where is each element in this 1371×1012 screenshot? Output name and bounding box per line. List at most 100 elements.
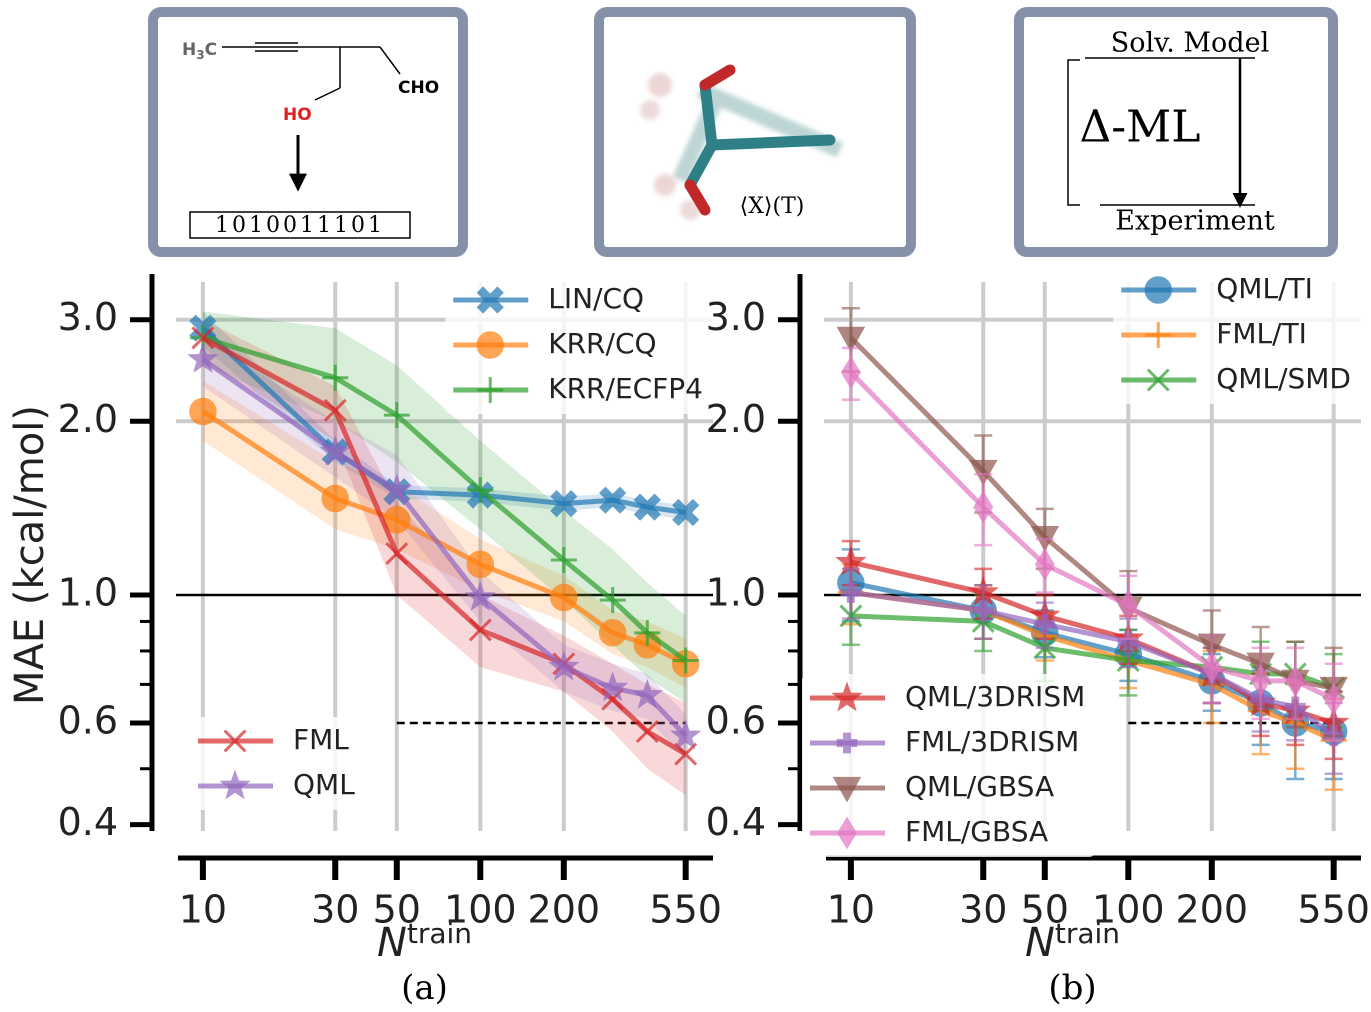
middle-label: Δ-ML: [1080, 102, 1201, 153]
legend-label: FML/GBSA: [905, 815, 1048, 848]
x-tick-label: 100: [444, 888, 517, 932]
data-point: [634, 619, 661, 646]
x-tick-label: 550: [649, 888, 722, 932]
legend-label: KRR/ECFP4: [548, 372, 703, 405]
data-point: [1034, 547, 1055, 581]
y-tick-label: 3.0: [58, 295, 118, 339]
legend-marker: [1145, 322, 1172, 348]
legend-label: QML/TI: [1216, 272, 1313, 305]
x-axis-label: Ntrain: [377, 917, 472, 966]
chart-panel: 0.40.61.02.03.010 30 50 100 200 550Ntrain(a)M…: [7, 274, 722, 1008]
inset-ensemble: ⟨X⟩(T): [594, 7, 916, 257]
data-point: [319, 435, 351, 466]
x-label-main: N: [1025, 920, 1055, 966]
data-point: [322, 364, 349, 391]
x-label-sup: train: [1055, 917, 1120, 950]
data-point: [468, 618, 492, 642]
y-tick-label: 0.6: [706, 699, 766, 743]
data-point: [1285, 664, 1306, 698]
charts: 0.40.61.02.03.010 30 50 100 200 550Ntrain(a)M…: [7, 266, 1370, 1008]
data-point: [669, 719, 702, 750]
inset-fingerprint: H3C CHO HO 1010011101: [148, 7, 468, 257]
ensemble-label: ⟨X⟩(T): [740, 194, 805, 219]
bracket: [1067, 57, 1255, 206]
legend: QML/TI FML/TI QML/SMD: [1113, 266, 1361, 404]
y-tick-label: 1.0: [58, 571, 118, 615]
legend-marker: [476, 286, 504, 314]
data-point: [598, 619, 627, 647]
data-point: [672, 647, 699, 674]
data-point: [631, 678, 664, 709]
x-label-sup: train: [407, 917, 472, 950]
chart-panel: 0.40.61.02.03.010 30 50 100 200 550Ntrain(b)Q…: [706, 266, 1370, 1008]
legend-marker: [223, 729, 247, 753]
bits-box: [189, 211, 411, 239]
data-point: [1323, 682, 1344, 716]
data-point: [191, 326, 215, 350]
x-label-main: N: [377, 920, 407, 966]
legend-marker: [1144, 276, 1173, 304]
legend-marker: [476, 331, 504, 359]
data-point: [467, 477, 494, 504]
y-tick-label: 3.0: [706, 295, 766, 339]
legend-marker: [219, 769, 251, 800]
uncertainty-band: [202, 311, 686, 703]
y-tick-label: 2.0: [706, 397, 766, 441]
data-point: [1118, 588, 1139, 622]
x-tick-label: 100: [1092, 888, 1165, 932]
data-point: [672, 498, 700, 527]
legend-label: QML/GBSA: [905, 770, 1054, 803]
legend: QML/3DRISM FML/3DRISM QML/GBSA FML/GBSA: [802, 674, 1096, 857]
legend-label: FML: [293, 723, 349, 756]
aldehyde-label: CHO: [398, 78, 439, 98]
data-point: [548, 650, 580, 681]
data-point: [550, 490, 578, 518]
data-point: [466, 550, 495, 579]
x-tick-label: 10: [827, 888, 875, 932]
methyl-label: H3C: [182, 40, 217, 62]
bits: 1010011101: [215, 213, 385, 238]
data-point: [1201, 650, 1222, 684]
legend-label: QML: [293, 768, 355, 801]
legend-label: QML/SMD: [1216, 362, 1351, 395]
data-point: [635, 720, 659, 743]
data-point: [464, 580, 497, 611]
data-point: [973, 490, 994, 524]
legend-background: [1113, 266, 1361, 404]
legend-background: [445, 276, 713, 414]
data-point: [383, 402, 410, 429]
legend-label: FML/3DRISM: [905, 725, 1079, 758]
data-point: [633, 493, 661, 521]
data-point: [1250, 664, 1271, 698]
x-axis-label: Ntrain: [1025, 917, 1120, 966]
top-label: Solv. Model: [1111, 28, 1269, 59]
x-tick-label: 200: [1176, 888, 1249, 932]
x-tick-label: 50: [1021, 888, 1069, 932]
data-point: [599, 587, 626, 614]
x-tick-label: 550: [1297, 888, 1370, 932]
x-tick-label: 30: [311, 888, 359, 932]
panel-label: (b): [1048, 968, 1096, 1008]
data-point: [972, 600, 994, 621]
data-point: [596, 671, 629, 702]
y-axis-label: MAE (kcal/mol): [7, 405, 53, 705]
x-tick-label: 50: [373, 888, 421, 932]
inset-delta: Solv. Model Δ-ML Experiment: [1014, 7, 1338, 257]
inset-frame: [594, 7, 916, 257]
legend-marker: [836, 732, 858, 754]
legend-label: QML/3DRISM: [905, 680, 1085, 713]
y-tick-label: 2.0: [58, 397, 118, 441]
data-point: [381, 473, 413, 504]
legend: FML QML: [190, 717, 365, 810]
series-line: [202, 335, 688, 663]
legend-marker: [831, 681, 863, 712]
legend: LIN/CQ KRR/CQ KRR/ECFP4: [445, 276, 713, 414]
y-tick-label: 1.0: [706, 571, 766, 615]
uncertainty-band: [202, 319, 686, 796]
legend-marker: [477, 377, 504, 403]
legend-marker: [1146, 368, 1170, 392]
hydroxyl-label: HO: [283, 105, 312, 125]
legend-marker: [837, 816, 857, 850]
